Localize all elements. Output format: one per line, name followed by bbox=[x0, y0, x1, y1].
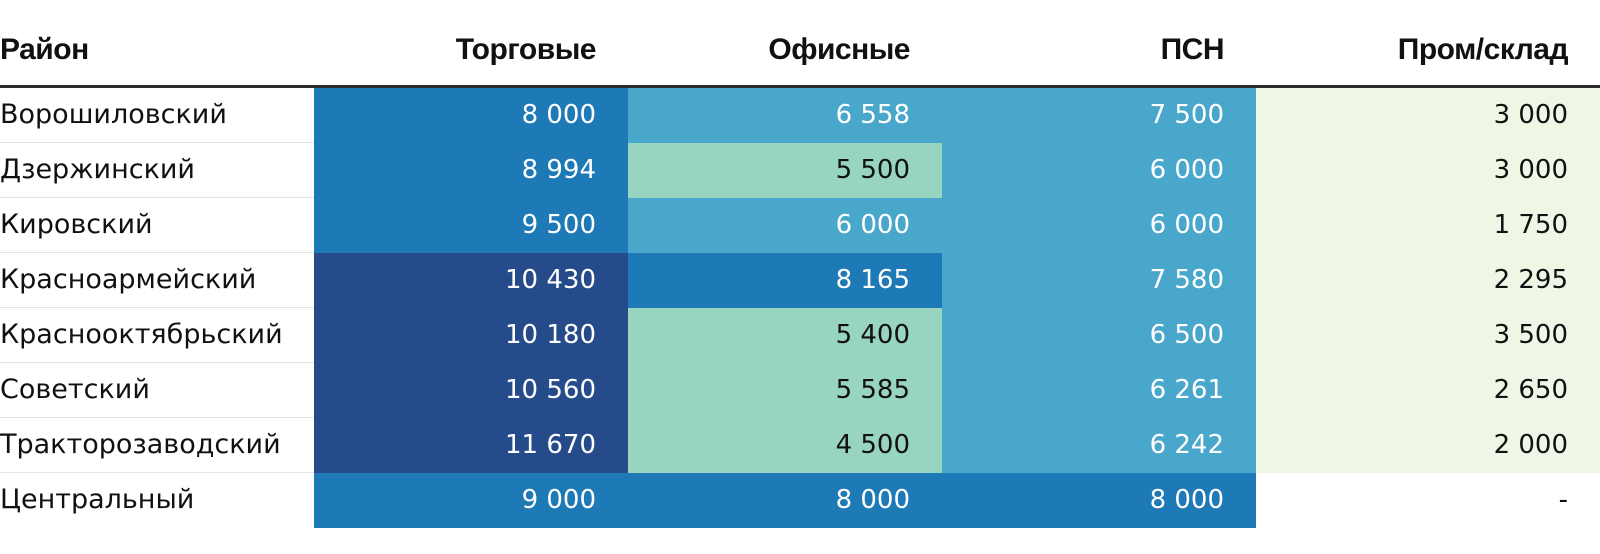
district-name-cell: Советский bbox=[0, 374, 150, 405]
heatmap-table: Район Торговые Офисные ПСН Пром/склад Во… bbox=[0, 0, 1600, 528]
value-cell-psn: 6 000 bbox=[942, 198, 1256, 253]
value-cell-office: 5 500 bbox=[628, 143, 942, 198]
value-cell-industrial: 3 000 bbox=[1256, 143, 1600, 198]
value-cell-office: 5 400 bbox=[628, 308, 942, 363]
table-row: Краснооктябрьский 10 180 5 400 6 500 3 500 bbox=[0, 308, 1600, 363]
value-cell-psn: 6 261 bbox=[942, 363, 1256, 418]
value-cell-office: 8 000 bbox=[628, 473, 942, 528]
value-cell-retail: 8 000 bbox=[314, 88, 628, 143]
table-row: Тракторозаводский 11 670 4 500 6 242 2 000 bbox=[0, 418, 1600, 473]
table-header: Район Торговые Офисные ПСН Пром/склад bbox=[0, 0, 1600, 88]
column-header-district: Район bbox=[0, 33, 89, 66]
column-header-office: Офисные bbox=[768, 33, 910, 66]
district-name-cell: Красноармейский bbox=[0, 264, 257, 295]
table-row: Советский 10 560 5 585 6 261 2 650 bbox=[0, 363, 1600, 418]
value-cell-office: 5 585 bbox=[628, 363, 942, 418]
value-cell-office: 8 165 bbox=[628, 253, 942, 308]
value-cell-office: 4 500 bbox=[628, 418, 942, 473]
value-cell-industrial: 1 750 bbox=[1256, 198, 1600, 253]
district-name-cell: Тракторозаводский bbox=[0, 429, 281, 460]
table-row: Красноармейский 10 430 8 165 7 580 2 295 bbox=[0, 253, 1600, 308]
value-cell-retail: 9 000 bbox=[314, 473, 628, 528]
value-cell-industrial: 2 000 bbox=[1256, 418, 1600, 473]
column-header-retail: Торговые bbox=[455, 33, 597, 66]
table-row: Ворошиловский 8 000 6 558 7 500 3 000 bbox=[0, 88, 1600, 143]
district-name-cell: Кировский bbox=[0, 209, 153, 240]
value-cell-retail: 9 500 bbox=[314, 198, 628, 253]
value-cell-industrial: 2 650 bbox=[1256, 363, 1600, 418]
district-name-cell: Краснооктябрьский bbox=[0, 319, 283, 350]
value-cell-retail: 10 560 bbox=[314, 363, 628, 418]
value-cell-retail: 10 430 bbox=[314, 253, 628, 308]
district-name-cell: Ворошиловский bbox=[0, 99, 227, 130]
value-cell-psn: 6 000 bbox=[942, 143, 1256, 198]
district-name-cell: Дзержинский bbox=[0, 154, 195, 185]
value-cell-retail: 10 180 bbox=[314, 308, 628, 363]
value-cell-psn: 6 242 bbox=[942, 418, 1256, 473]
value-cell-industrial: 2 295 bbox=[1256, 253, 1600, 308]
value-cell-psn: 7 500 bbox=[942, 88, 1256, 143]
table-row: Дзержинский 8 994 5 500 6 000 3 000 bbox=[0, 143, 1600, 198]
table-body: Ворошиловский 8 000 6 558 7 500 3 000 Дзержин… bbox=[0, 88, 1600, 528]
district-name-cell: Центральный bbox=[0, 484, 195, 515]
value-cell-psn: 8 000 bbox=[942, 473, 1256, 528]
table-row: Кировский 9 500 6 000 6 000 1 750 bbox=[0, 198, 1600, 253]
table-row: Центральный 9 000 8 000 8 000- bbox=[0, 473, 1600, 528]
value-cell-industrial: 3 500 bbox=[1256, 308, 1600, 363]
value-cell-retail: 11 670 bbox=[314, 418, 628, 473]
value-cell-psn: 6 500 bbox=[942, 308, 1256, 363]
value-cell-industrial: 3 000 bbox=[1256, 88, 1600, 143]
value-cell-office: 6 000 bbox=[628, 198, 942, 253]
value-cell-psn: 7 580 bbox=[942, 253, 1256, 308]
value-cell-office: 6 558 bbox=[628, 88, 942, 143]
column-header-psn: ПСН bbox=[1160, 33, 1225, 66]
value-cell-industrial: - bbox=[1256, 473, 1600, 528]
value-cell-retail: 8 994 bbox=[314, 143, 628, 198]
column-header-industrial: Пром/склад bbox=[1397, 33, 1569, 66]
